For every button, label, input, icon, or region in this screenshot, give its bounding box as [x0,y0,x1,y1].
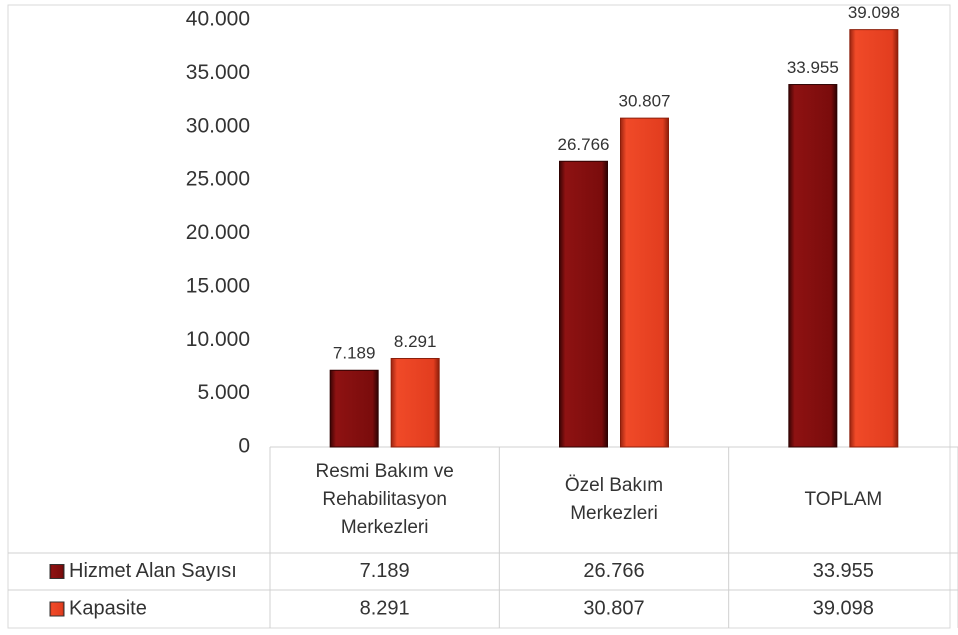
data-label: 8.291 [394,332,437,351]
bar [620,117,669,448]
bar [849,29,899,448]
y-tick-label: 10.000 [186,328,250,351]
y-tick-label: 30.000 [186,114,250,137]
bar [329,369,379,448]
y-tick-label: 15.000 [186,274,250,297]
y-tick-label: 40.000 [186,8,250,31]
x-tick-label: TOPLAM [804,489,882,510]
table-cell: 26.766 [583,560,644,582]
y-tick-label: 5.000 [197,381,250,404]
x-tick-label: Özel Bakım Merkezleri [565,475,663,524]
bar [559,160,608,448]
y-tick-label: 25.000 [186,168,250,191]
x-tick-label: Resmi Bakım ve Rehabilitasyon Merkezleri [316,461,454,538]
data-label: 26.766 [558,135,610,154]
frame [7,4,951,629]
legend-label: Kapasite [69,597,147,619]
y-tick-label: 0 [238,435,250,458]
legend-label: Hizmet Alan Sayısı [69,560,237,582]
bar [390,357,440,448]
table-cell: 8.291 [360,597,410,619]
table-cell: 39.098 [813,597,874,619]
data-label: 39.098 [848,3,900,22]
data-label: 30.807 [619,92,671,111]
legend-swatch [49,601,65,617]
table-cell: 30.807 [583,597,644,619]
y-tick-label: 35.000 [186,61,250,84]
y-tick-label: 20.000 [186,221,250,244]
legend-swatch [49,564,65,579]
data-label: 7.189 [333,344,376,363]
bar [788,84,838,448]
table-cell: 7.189 [360,560,410,582]
table-cell: 33.955 [813,560,874,582]
data-label: 33.955 [787,58,839,77]
